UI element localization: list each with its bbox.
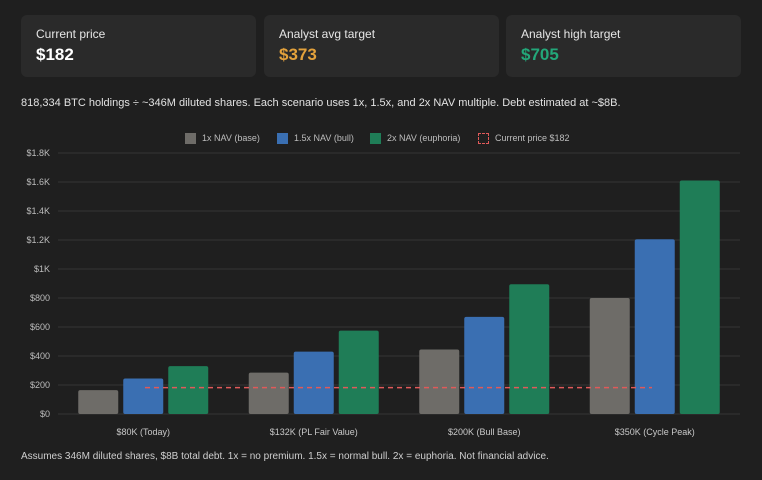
card-value: $373 [279,45,317,64]
y-tick-label: $1K [34,264,50,274]
bar [634,239,675,414]
card-label: Analyst high target [521,27,621,41]
card-label: Analyst avg target [279,27,376,41]
bar [78,390,119,414]
y-tick-label: $400 [30,351,50,361]
legend-label: Current price $182 [495,133,570,143]
bar [509,284,550,414]
y-tick-label: $0 [40,409,50,419]
legend-swatch [277,132,288,144]
x-tick-label: $80K (Today) [116,427,170,437]
bar [123,378,164,414]
y-tick-label: $800 [30,293,50,303]
legend-item-base[interactable]: 1x NAV (base) [185,131,260,145]
y-tick-label: $600 [30,322,50,332]
legend-item-bull[interactable]: 1.5x NAV (bull) [277,131,354,145]
x-tick-label: $200K (Bull Base) [448,427,521,437]
summary-cards: Current price $182 Analyst avg target $3… [21,15,741,77]
y-tick-label: $1.2K [26,235,50,245]
legend-swatch [185,132,196,144]
x-tick-label: $132K (PL Fair Value) [270,427,358,437]
card-value: $705 [521,45,559,64]
legend-label: 1.5x NAV (bull) [294,133,354,143]
chart-legend: 1x NAV (base) 1.5x NAV (bull) 2x NAV (eu… [0,131,762,145]
legend-label: 2x NAV (euphoria) [387,133,461,143]
legend-label: 1x NAV (base) [202,133,260,143]
chart-description: 818,334 BTC holdings ÷ ~346M diluted sha… [21,97,621,109]
bar [168,366,209,414]
analyst-avg-card: Analyst avg target $373 [264,15,499,77]
bar [464,316,505,414]
bar-chart: $0 $200 $400 $600 $800 $1K $1.2K $1.4K $1.6K $1.8… [26,148,740,437]
bar [293,351,334,414]
legend-item-current-price[interactable]: Current price $182 [478,131,570,145]
legend-swatch [370,132,381,144]
x-tick-label: $350K (Cycle Peak) [615,427,695,437]
y-tick-label: $1.4K [26,206,50,216]
bar [679,180,720,414]
footnote: Assumes 346M diluted shares, $8B total d… [21,451,549,462]
bar [419,349,460,414]
y-tick-label: $200 [30,380,50,390]
y-tick-label: $1.8K [26,148,50,158]
bar [338,330,379,414]
y-tick-label: $1.6K [26,177,50,187]
analyst-high-card: Analyst high target $705 [506,15,741,77]
bar [248,372,289,414]
legend-item-euphoria[interactable]: 2x NAV (euphoria) [370,131,460,145]
current-price-card: Current price $182 [21,15,256,77]
legend-swatch [478,132,489,144]
card-label: Current price [36,27,106,41]
card-value: $182 [36,45,74,64]
bar [589,298,630,414]
